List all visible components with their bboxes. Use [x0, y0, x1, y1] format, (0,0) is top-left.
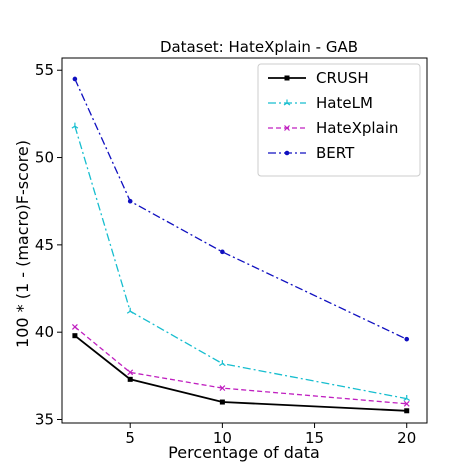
series-crush — [72, 333, 410, 414]
y-tick-label: 45 — [35, 236, 54, 254]
legend-item-crush: CRUSH — [268, 69, 369, 87]
legend-marker-hatelm — [283, 99, 291, 106]
legend-label-hatelm: HateLM — [316, 94, 373, 112]
legend-item-bert: BERT — [268, 144, 355, 162]
series-line-hatelm — [74, 125, 407, 400]
legend-box — [257, 63, 421, 177]
series-layer — [71, 76, 411, 414]
data-point-bert — [72, 76, 78, 82]
x-tick-label: 10 — [213, 429, 232, 447]
y-axis-label: 100 * (1 - (macro)F-score) — [13, 140, 32, 348]
chart-title: Dataset: HateXplain - GAB — [160, 38, 358, 56]
legend-label-hatexplain: HateXplain — [316, 119, 398, 137]
data-point-hatelm — [403, 395, 411, 402]
legend: CRUSH HateLM HateXplain BERT — [257, 63, 421, 177]
legend-marker-hatexplain — [284, 125, 290, 131]
y-tick-label: 55 — [35, 61, 54, 79]
y-tick-label: 40 — [35, 323, 54, 341]
series-line-hatexplain — [74, 326, 407, 405]
legend-marker-crush — [284, 75, 290, 81]
axis-ticks: 5 10 15 20 35 40 45 50 55 — [35, 61, 416, 447]
series-line-crush — [74, 334, 407, 412]
series-hatexplain — [71, 324, 410, 407]
data-point-crush — [219, 399, 225, 405]
data-point-bert — [127, 198, 133, 204]
data-point-hatexplain — [127, 369, 134, 376]
legend-item-hatexplain: HateXplain — [268, 119, 398, 137]
x-tick-label: 5 — [125, 429, 135, 447]
y-tick-label: 50 — [35, 149, 54, 167]
data-point-hatexplain — [219, 385, 226, 391]
series-hatelm — [71, 122, 411, 402]
legend-label-crush: CRUSH — [316, 69, 369, 87]
y-tick-label: 35 — [35, 411, 54, 429]
x-tick-label: 20 — [397, 429, 416, 447]
legend-label-bert: BERT — [316, 144, 355, 162]
series-bert — [72, 76, 410, 342]
data-point-hatelm — [219, 360, 226, 367]
legend-marker-bert — [284, 150, 290, 156]
data-point-hatexplain — [403, 400, 410, 407]
data-point-bert — [220, 249, 225, 255]
data-point-crush — [72, 333, 78, 339]
data-point-hatelm — [126, 307, 134, 314]
data-point-hatexplain — [71, 324, 78, 330]
x-tick-label: 15 — [305, 429, 324, 447]
plot-frame — [61, 57, 428, 424]
series-line-bert — [74, 78, 407, 340]
data-point-hatelm — [71, 122, 79, 129]
data-point-crush — [404, 408, 410, 414]
data-point-bert — [404, 336, 410, 342]
x-axis-label: Percentage of data — [168, 443, 320, 462]
data-point-crush — [127, 376, 133, 382]
legend-item-hatelm: HateLM — [268, 94, 373, 112]
